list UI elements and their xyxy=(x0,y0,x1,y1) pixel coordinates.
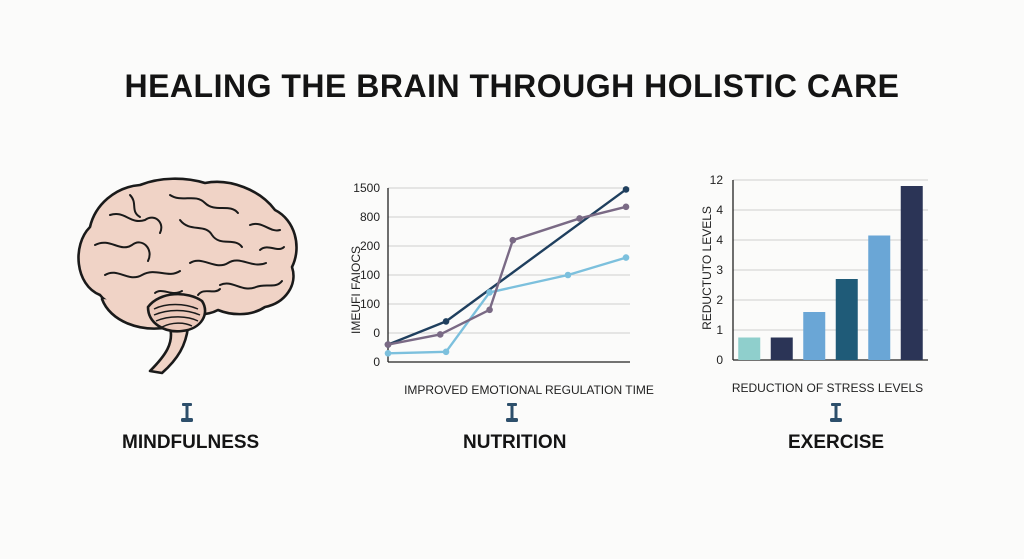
data-point xyxy=(486,289,493,296)
data-point xyxy=(384,350,392,357)
y-tick-label: 800 xyxy=(360,210,380,224)
data-point xyxy=(622,254,630,261)
pin-icon xyxy=(830,403,842,422)
y-tick-label: 0 xyxy=(373,355,380,369)
data-point xyxy=(436,331,444,338)
data-point xyxy=(576,215,583,222)
data-point xyxy=(622,203,630,211)
brain-illustration xyxy=(77,177,298,375)
y-tick-label: 100 xyxy=(360,297,380,311)
y-axis-label: IMEUFI FAIOCS xyxy=(349,246,363,334)
data-point xyxy=(564,271,572,279)
series-line xyxy=(387,256,627,355)
data-point xyxy=(486,306,493,314)
series-line xyxy=(387,205,627,346)
mindfulness-label: MINDFULNESS xyxy=(122,432,260,453)
y-tick-label: 0 xyxy=(373,326,380,340)
exercise-label: EXERCISE xyxy=(788,432,885,453)
y-tick-label: 1500 xyxy=(353,181,380,195)
data-point xyxy=(384,341,392,348)
data-point xyxy=(622,186,630,193)
pin-icon xyxy=(506,403,518,422)
data-point xyxy=(442,348,450,356)
nutrition-label: NUTRITION xyxy=(463,432,567,453)
data-point xyxy=(509,236,517,244)
x-axis-label: IMPROVED EMOTIONAL REGULATION TIME xyxy=(404,383,654,397)
series-line xyxy=(387,188,627,346)
pin-icon xyxy=(181,403,193,422)
y-tick-label: 100 xyxy=(360,268,380,282)
data-point xyxy=(442,318,450,325)
y-tick-label: 200 xyxy=(360,239,380,253)
page-title: HEALING THE BRAIN THROUGH HOLISTIC CARE xyxy=(124,68,900,104)
